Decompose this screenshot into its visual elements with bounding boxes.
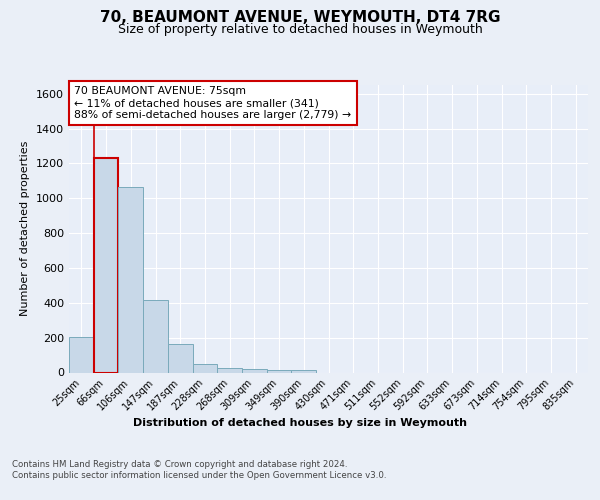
Text: 70, BEAUMONT AVENUE, WEYMOUTH, DT4 7RG: 70, BEAUMONT AVENUE, WEYMOUTH, DT4 7RG: [100, 10, 500, 25]
Bar: [217, 368, 242, 372]
Bar: [69, 337, 94, 372]
Text: 70 BEAUMONT AVENUE: 75sqm
← 11% of detached houses are smaller (341)
88% of semi: 70 BEAUMONT AVENUE: 75sqm ← 11% of detac…: [74, 86, 352, 120]
Bar: [292, 370, 316, 372]
Bar: [143, 300, 168, 372]
Text: Size of property relative to detached houses in Weymouth: Size of property relative to detached ho…: [118, 24, 482, 36]
Bar: [267, 370, 292, 372]
Text: Distribution of detached houses by size in Weymouth: Distribution of detached houses by size …: [133, 418, 467, 428]
Bar: [242, 370, 267, 372]
Bar: [118, 187, 143, 372]
Text: Contains HM Land Registry data © Crown copyright and database right 2024.
Contai: Contains HM Land Registry data © Crown c…: [12, 460, 386, 479]
Bar: [94, 158, 118, 372]
Bar: [168, 344, 193, 372]
Bar: [193, 364, 217, 372]
Y-axis label: Number of detached properties: Number of detached properties: [20, 141, 31, 316]
